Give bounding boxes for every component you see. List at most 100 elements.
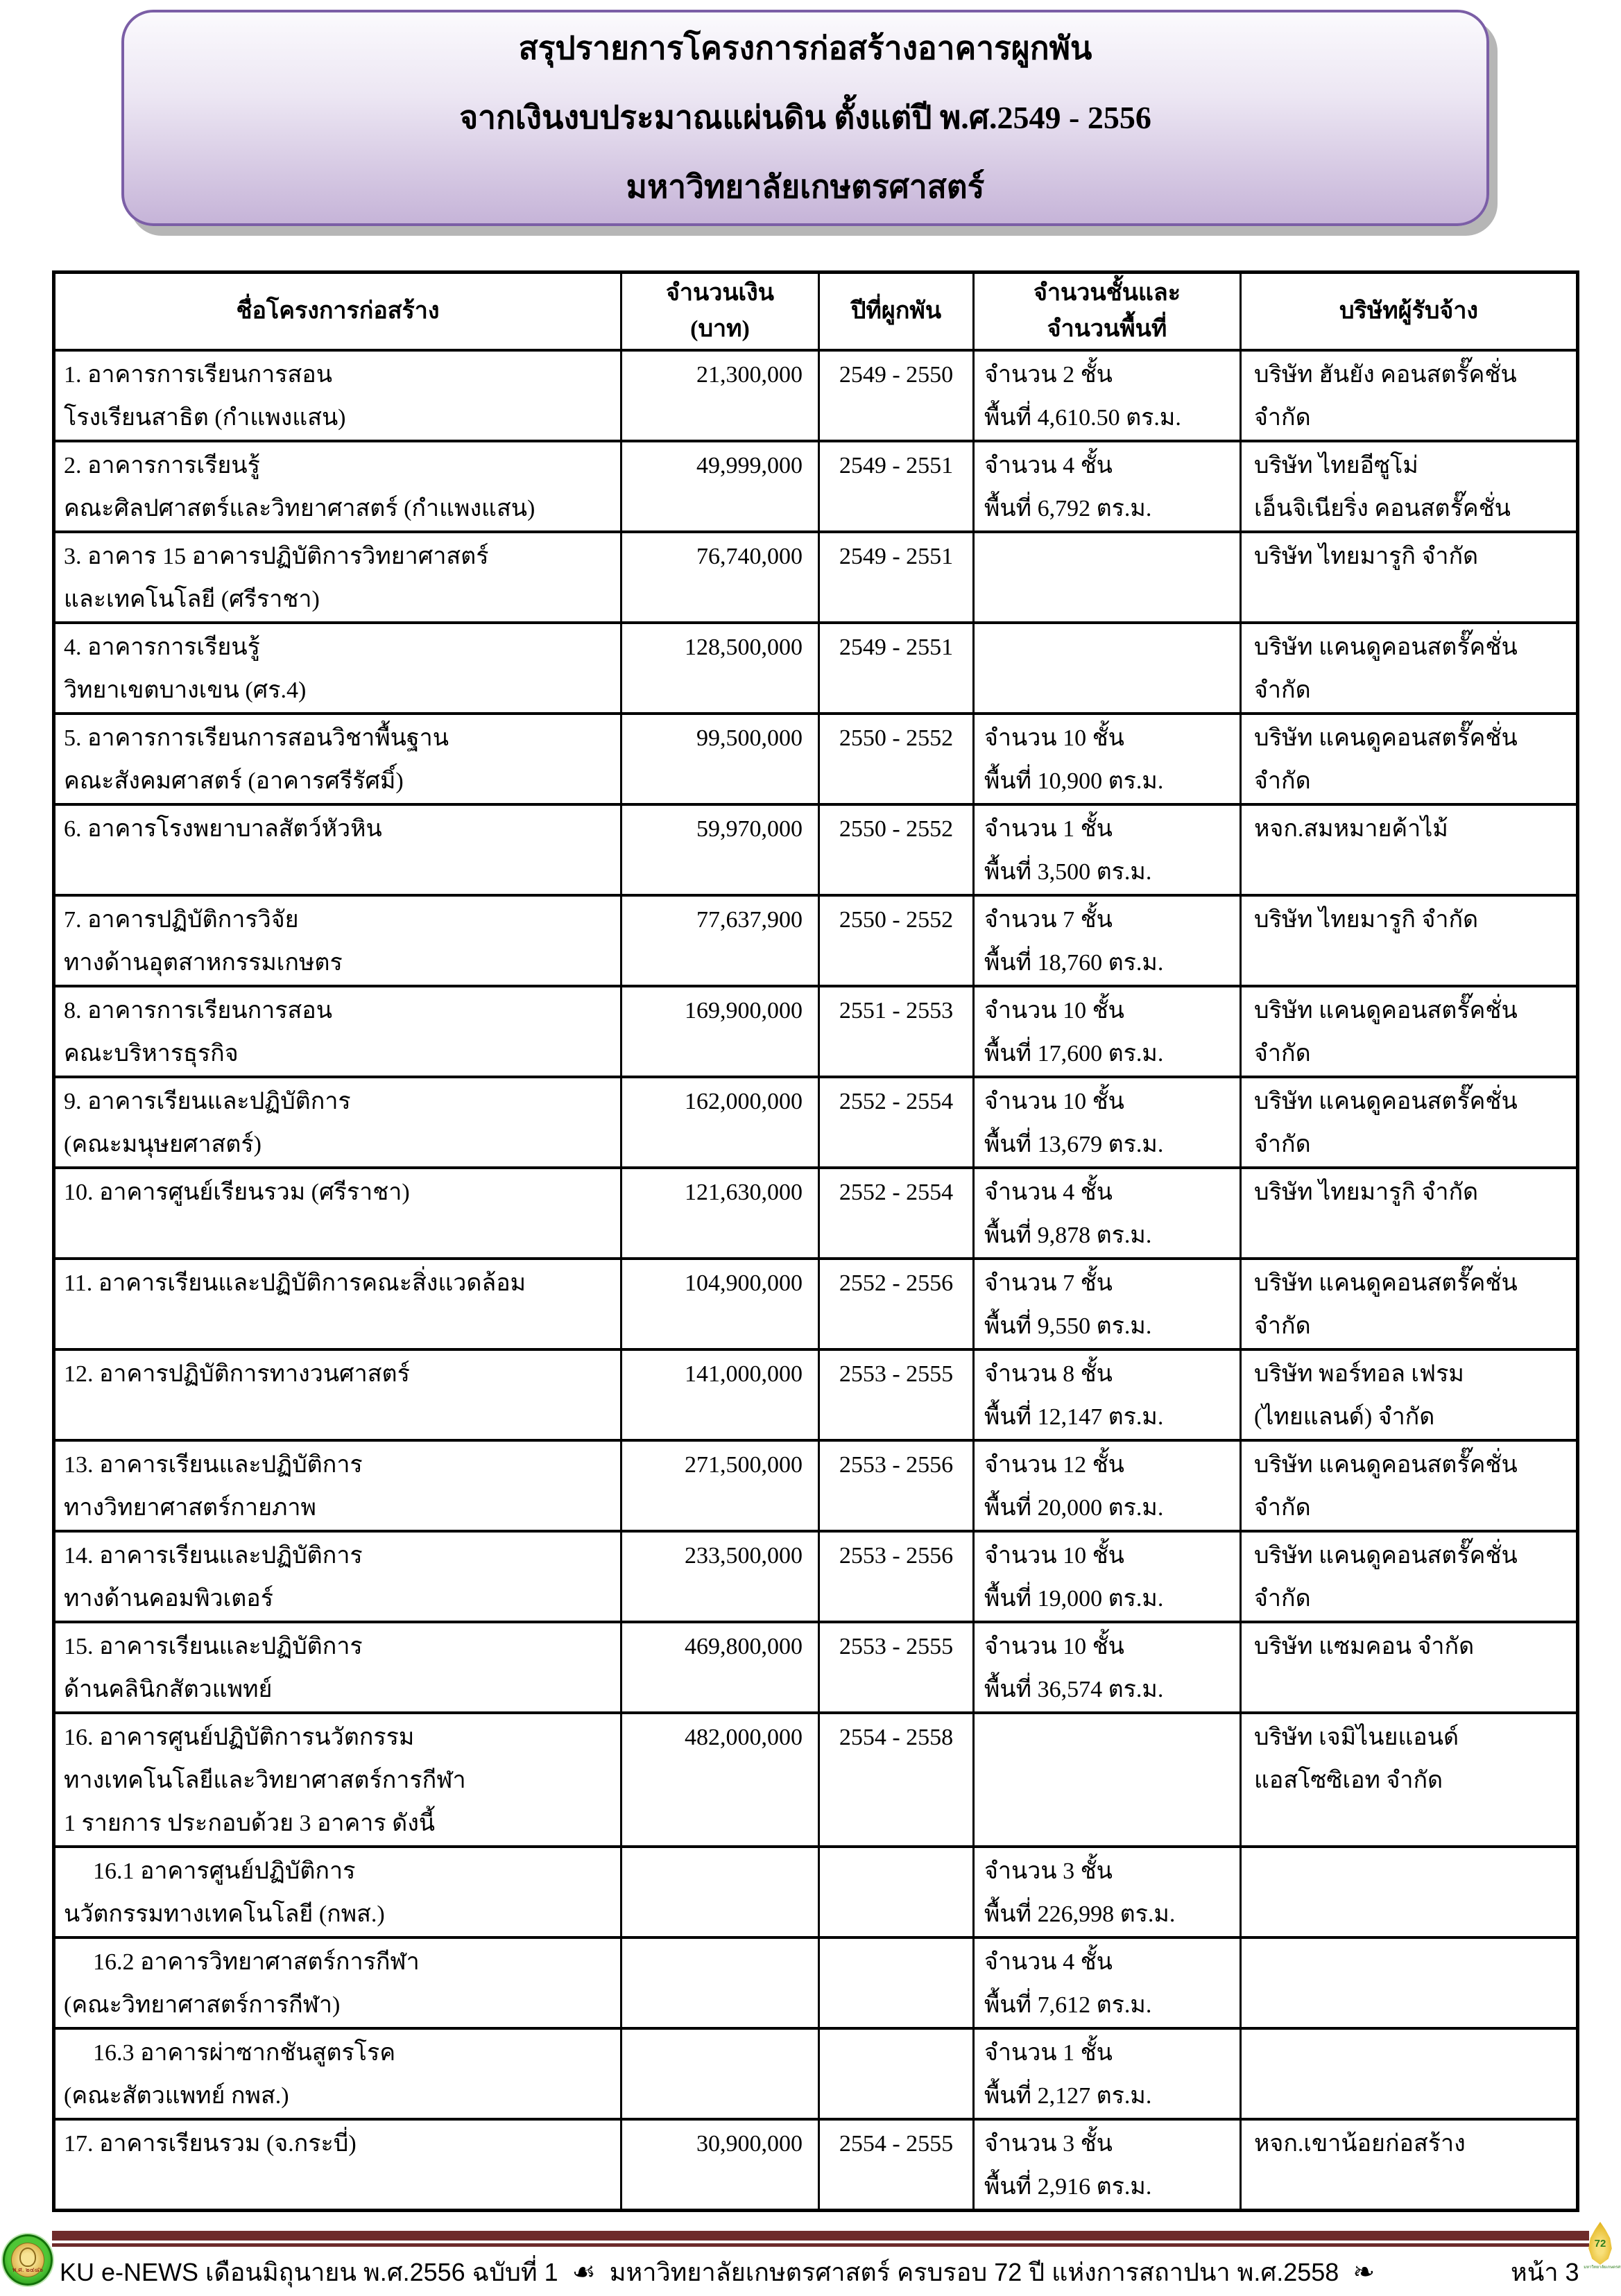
ku-seal-caption: พ.ศ. ๒๔๘๖ (12, 2266, 44, 2273)
project-name-line: โรงเรียนสาธิต (กำแพงแสน) (64, 404, 346, 431)
cell-floors-area (972, 530, 1242, 624)
project-name-line: 9. อาคารเรียนและปฏิบัติการ (64, 1088, 351, 1114)
table-row: 17. อาคารเรียนรวม (จ.กระบี่) 30,900,000 25… (53, 2118, 1579, 2211)
project-name-line: 14. อาคารเรียนและปฏิบัติการ (64, 1542, 363, 1569)
cell-years: 2550 - 2552 (818, 803, 975, 897)
table-row: 16.3 อาคารผ่าซากชันสูตรโรค (คณะสัตวแพทย์ … (53, 2027, 1579, 2121)
col-header-company: บริษัทผู้รับจ้าง (1240, 271, 1579, 352)
cell-floors-area: จำนวน 3 ชั้น พื้นที่ 226,998 ตร.ม. (972, 1845, 1242, 1939)
cell-company (1240, 1936, 1579, 2030)
cell-amount: 104,900,000 (620, 1257, 820, 1351)
cell-amount: 30,900,000 (620, 2118, 820, 2211)
table-row: 16.1 อาคารศูนย์ปฏิบัติการ นวัตกรรมทางเทคโ… (53, 1845, 1579, 1939)
cell-amount (620, 1936, 820, 2030)
cell-floors-area: จำนวน 4 ชั้น พื้นที่ 7,612 ตร.ม. (972, 1936, 1242, 2030)
cell-years (818, 1936, 975, 2030)
company-line: บริษัท ไทยอีซูโม่ (1254, 452, 1418, 478)
cell-floors-area: จำนวน 7 ชั้น พื้นที่ 9,550 ตร.ม. (972, 1257, 1242, 1351)
col-header-project-name-label: ชื่อโครงการก่อสร้าง (236, 297, 440, 324)
cell-company: บริษัท แคนดูคอนสตรั๊คชั่น จำกัด (1240, 1076, 1579, 1169)
floors-area-line: จำนวน 1 ชั้น (984, 2039, 1113, 2066)
cell-project-name: 16.3 อาคารผ่าซากชันสูตรโรค (คณะสัตวแพทย์ … (53, 2027, 622, 2121)
cell-amount: 128,500,000 (620, 621, 820, 715)
cell-company: บริษัท ไทยมารูกิ จำกัด (1240, 1166, 1579, 1260)
cell-company: บริษัท แซมคอน จำกัด (1240, 1621, 1579, 1714)
title-line-2: จากเงินงบประมาณแผ่นดิน ตั้งแต่ปี พ.ศ.254… (459, 100, 1151, 135)
cell-amount: 59,970,000 (620, 803, 820, 897)
ku-72-anniversary-logo: 72 มหาวิทยาลัยเกษตรศาสตร์ (1581, 2222, 1621, 2270)
table-row: 4. อาคารการเรียนรู้ วิทยาเขตบางเขน (ศร.4)… (53, 621, 1579, 715)
cell-amount: 482,000,000 (620, 1711, 820, 1848)
cell-project-name: 16.1 อาคารศูนย์ปฏิบัติการ นวัตกรรมทางเทคโ… (53, 1845, 622, 1939)
col-header-floors-line2: จำนวนพื้นที่ (1047, 316, 1167, 342)
cell-company: บริษัท แคนดูคอนสตรั๊คชั่น จำกัด (1240, 621, 1579, 715)
project-name-line: 1 รายการ ประกอบด้วย 3 อาคาร ดังนี้ (64, 1810, 436, 1836)
floors-area-line: จำนวน 10 ชั้น (984, 997, 1124, 1024)
anniversary-caption: มหาวิทยาลัยเกษตรศาสตร์ (1584, 2265, 1621, 2270)
col-header-floors-area: จำนวนชั้นและ จำนวนพื้นที่ (972, 271, 1242, 352)
cell-company: บริษัท ฮันยัง คอนสตรั๊คชั่น จำกัด (1240, 349, 1579, 442)
company-line: บริษัท แคนดูคอนสตรั๊คชั่น จำกัด (1254, 634, 1518, 703)
table-row: 16.2 อาคารวิทยาศาสตร์การกีฬา (คณะวิทยาศาส… (53, 1936, 1579, 2030)
project-name-line: 6. อาคารโรงพยาบาลสัตว์หัวหิน (64, 815, 382, 842)
company-line: แอสโซซิเอท จำกัด (1254, 1767, 1443, 1793)
floors-area-line: จำนวน 8 ชั้น (984, 1361, 1113, 1387)
table-row: 8. อาคารการเรียนการสอน คณะบริหารธุรกิจ 169… (53, 985, 1579, 1078)
cell-floors-area: จำนวน 3 ชั้น พื้นที่ 2,916 ตร.ม. (972, 2118, 1242, 2211)
project-name-line: และเทคโนโลยี (ศรีราชา) (64, 586, 320, 612)
cell-amount (620, 1845, 820, 1939)
company-line: บริษัท พอร์ทอล เฟรม (1254, 1361, 1464, 1387)
company-line: บริษัท เจมิไนยแอนด์ (1254, 1724, 1459, 1750)
footer-text: KU e-NEWS เดือนมิถุนายน พ.ศ.2556 ฉบับที่… (60, 2252, 1382, 2292)
company-line: (ไทยแลนด์) จำกัด (1254, 1404, 1435, 1430)
cell-company: บริษัท ไทยมารูกิ จำกัด (1240, 894, 1579, 987)
projects-table-body: 1. อาคารการเรียนการสอน โรงเรียนสาธิต (กำแ… (53, 349, 1579, 2211)
project-name-line: 16.2 อาคารวิทยาศาสตร์การกีฬา (93, 1949, 420, 1975)
cell-amount: 49,999,000 (620, 440, 820, 533)
anniversary-number: 72 (1594, 2237, 1606, 2250)
cell-company (1240, 2027, 1579, 2121)
cell-years: 2550 - 2552 (818, 894, 975, 987)
table-row: 14. อาคารเรียนและปฏิบัติการ ทางด้านคอมพิว… (53, 1530, 1579, 1623)
cell-project-name: 12. อาคารปฏิบัติการทางวนศาสตร์ (53, 1348, 622, 1442)
cell-years: 2549 - 2551 (818, 621, 975, 715)
col-header-years: ปีที่ผูกพัน (818, 271, 975, 352)
cell-company: บริษัท ไทยอีซูโม่ เอ็นจิเนียริ่ง คอนสตรั๊… (1240, 440, 1579, 533)
cell-amount (620, 2027, 820, 2121)
cell-project-name: 16.2 อาคารวิทยาศาสตร์การกีฬา (คณะวิทยาศาส… (53, 1936, 622, 2030)
floors-area-line: จำนวน 4 ชั้น (984, 452, 1113, 478)
col-header-project-name: ชื่อโครงการก่อสร้าง (53, 271, 622, 352)
company-line: บริษัท แคนดูคอนสตรั๊คชั่น จำกัด (1254, 1451, 1518, 1521)
floors-area-line: พื้นที่ 9,878 ตร.ม. (984, 1222, 1152, 1248)
col-header-amount: จำนวนเงิน (บาท) (620, 271, 820, 352)
cell-amount: 21,300,000 (620, 349, 820, 442)
project-name-line: ทางด้านอุตสาหกรรมเกษตร (64, 949, 343, 976)
project-name-line: (คณะสัตวแพทย์ กพส.) (64, 2082, 289, 2109)
project-name-line: นวัตกรรมทางเทคโนโลยี (กพส.) (64, 1901, 385, 1927)
floors-area-line: พื้นที่ 12,147 ตร.ม. (984, 1404, 1164, 1430)
projects-table: ชื่อโครงการก่อสร้าง จำนวนเงิน (บาท) ปีที… (52, 270, 1579, 2212)
cell-amount: 162,000,000 (620, 1076, 820, 1169)
floors-area-line: พื้นที่ 20,000 ตร.ม. (984, 1494, 1164, 1521)
cell-years: 2552 - 2556 (818, 1257, 975, 1351)
ku-seal-logo: พ.ศ. ๒๔๘๖ (1, 2233, 54, 2287)
footer-ornament-left-icon: ☙ (572, 2256, 596, 2287)
col-header-floors-line1: จำนวนชั้นและ (1034, 279, 1181, 306)
project-name-line: 12. อาคารปฏิบัติการทางวนศาสตร์ (64, 1361, 410, 1387)
cell-project-name: 7. อาคารปฏิบัติการวิจัย ทางด้านอุตสาหกรรม… (53, 894, 622, 987)
cell-floors-area: จำนวน 2 ชั้น พื้นที่ 4,610.50 ตร.ม. (972, 349, 1242, 442)
floors-area-line: จำนวน 12 ชั้น (984, 1451, 1124, 1478)
company-line: บริษัท ฮันยัง คอนสตรั๊คชั่น จำกัด (1254, 361, 1517, 431)
cell-years (818, 1845, 975, 1939)
cell-years: 2554 - 2555 (818, 2118, 975, 2211)
cell-company: บริษัท แคนดูคอนสตรั๊คชั่น จำกัด (1240, 1439, 1579, 1533)
footer-rule-thick (52, 2231, 1589, 2241)
floors-area-line: พื้นที่ 2,127 ตร.ม. (984, 2082, 1152, 2109)
ku-seal-medallion: พ.ศ. ๒๔๘๖ (11, 2243, 44, 2277)
cell-floors-area: จำนวน 10 ชั้น พื้นที่ 10,900 ตร.ม. (972, 712, 1242, 806)
floors-area-line: พื้นที่ 226,998 ตร.ม. (984, 1901, 1176, 1927)
floors-area-line: จำนวน 10 ชั้น (984, 1633, 1124, 1659)
cell-amount: 141,000,000 (620, 1348, 820, 1442)
project-name-line: 15. อาคารเรียนและปฏิบัติการ (64, 1633, 363, 1659)
